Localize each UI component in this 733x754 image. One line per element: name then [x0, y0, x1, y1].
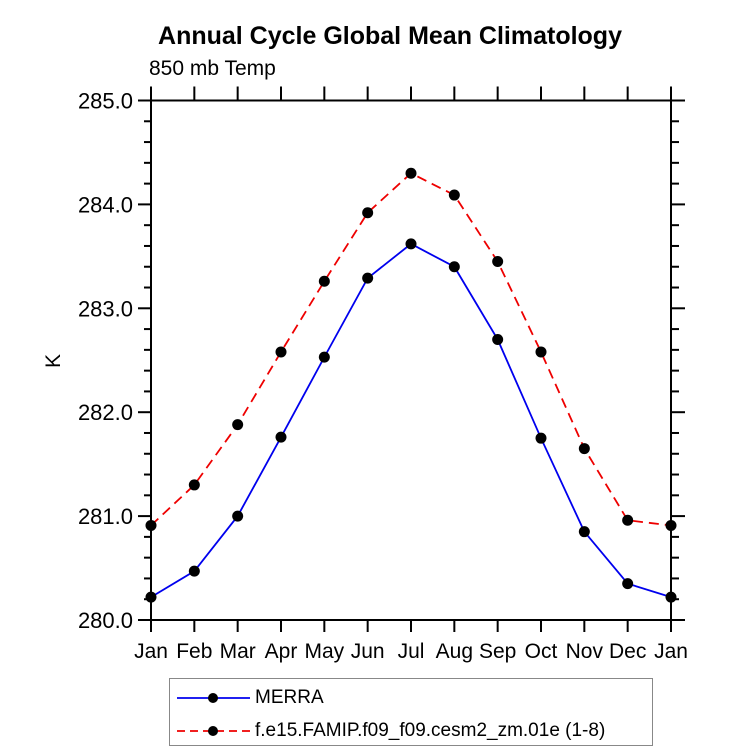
data-point-marker	[275, 431, 287, 443]
x-tick-label: Nov	[566, 640, 604, 663]
legend: MERRA f.e15.FAMIP.f09_f09.cesm2_zm.01e (…	[169, 678, 653, 746]
legend-item-merra: MERRA	[173, 687, 324, 708]
data-point-marker	[578, 443, 590, 455]
y-tick-label: 281.0	[78, 504, 133, 529]
chart-subtitle: 850 mb Temp	[149, 57, 276, 80]
data-point-marker	[405, 238, 417, 250]
data-point-marker	[362, 207, 374, 219]
x-tick-label: Jan	[134, 640, 168, 663]
y-tick-label: 283.0	[78, 296, 133, 321]
legend-label: f.e15.FAMIP.f09_f09.cesm2_zm.01e (1-8)	[255, 720, 606, 741]
x-tick-label: Jun	[351, 640, 385, 663]
series-line-dashed	[150, 172, 672, 527]
legend-marker-icon	[208, 726, 218, 736]
data-point-marker	[492, 333, 504, 345]
data-point-marker	[448, 189, 460, 201]
data-point-marker	[232, 419, 244, 431]
data-point-marker	[145, 591, 157, 603]
x-tick-label: Aug	[436, 640, 473, 663]
x-tick-label: Oct	[525, 640, 558, 663]
data-point-marker	[535, 432, 547, 444]
x-tick-label: Dec	[609, 640, 646, 663]
x-tick-label: May	[304, 640, 344, 663]
x-tick-label: Jan	[654, 640, 688, 663]
data-point-marker	[145, 519, 157, 531]
data-point-marker	[275, 346, 287, 358]
data-point-marker	[188, 565, 200, 577]
legend-item-model: f.e15.FAMIP.f09_f09.cesm2_zm.01e (1-8)	[173, 720, 606, 741]
y-tick-label: 284.0	[78, 192, 133, 217]
data-point-marker	[622, 578, 634, 590]
y-tick-label: 280.0	[78, 608, 133, 633]
data-point-marker	[535, 346, 547, 358]
data-point-marker	[622, 514, 634, 526]
data-point-marker	[578, 526, 590, 538]
data-point-marker	[318, 275, 330, 287]
legend-line-sample-solid	[177, 693, 250, 703]
chart-title: Annual Cycle Global Mean Climatology	[158, 22, 622, 50]
data-point-marker	[362, 272, 374, 284]
y-tick-label: 285.0	[78, 89, 133, 114]
data-point-marker	[188, 479, 200, 491]
series-line-solid	[150, 242, 672, 599]
legend-label: MERRA	[255, 687, 324, 708]
data-point-marker	[492, 256, 504, 268]
legend-line-sample-dashed	[177, 726, 250, 736]
legend-marker-icon	[208, 693, 218, 703]
x-tick-label: Mar	[220, 640, 256, 663]
x-tick-label: Feb	[176, 640, 212, 663]
data-point-marker	[448, 261, 460, 273]
x-tick-label: Sep	[479, 640, 516, 663]
y-tick-label: 282.0	[78, 400, 133, 425]
data-point-marker	[665, 519, 677, 531]
x-tick-label: Apr	[265, 640, 298, 663]
data-point-marker	[232, 510, 244, 522]
x-tick-label: Jul	[398, 640, 425, 663]
data-point-marker	[405, 167, 417, 179]
data-point-marker	[318, 351, 330, 363]
data-point-marker	[665, 591, 677, 603]
y-axis-title: K	[42, 353, 65, 369]
